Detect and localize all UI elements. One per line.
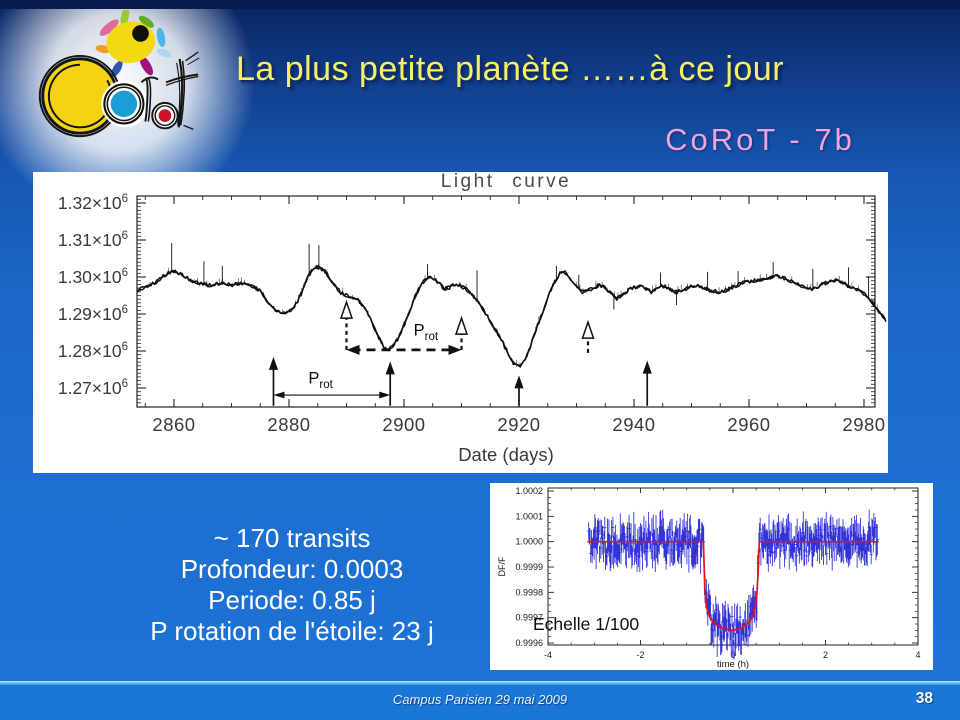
stats-line-period: Periode: 0.85 j <box>208 585 376 615</box>
slide-title: La plus petite planète ……à ce jour <box>235 50 785 88</box>
scale-note-label: Echelle 1/100 <box>533 614 640 634</box>
svg-text:-4: -4 <box>544 650 552 660</box>
svg-text:2860: 2860 <box>152 414 195 435</box>
svg-text:1.32×106: 1.32×106 <box>58 193 128 213</box>
transit-plot: -4-20241.00021.00011.00000.99990.99980.9… <box>490 483 933 670</box>
logo-corot-letters <box>38 51 200 138</box>
svg-text:0.9996: 0.9996 <box>515 638 543 648</box>
light-curve-chart: 2860 2880 2900 2920 2940 2960 2980 1.32×106 1.31… <box>33 172 888 473</box>
stats-block: ~ 170 transits Profondeur: 0.0003 Period… <box>38 523 546 647</box>
stats-line-depth: Profondeur: 0.0003 <box>180 554 404 584</box>
transit-chart: -4-20241.00021.00011.00000.99990.99980.9… <box>490 483 933 670</box>
svg-text:1.27×106: 1.27×106 <box>58 378 128 398</box>
top-bar <box>0 0 960 9</box>
svg-text:1.28×106: 1.28×106 <box>58 341 128 361</box>
svg-text:2880: 2880 <box>267 414 310 435</box>
footer-divider <box>0 681 960 685</box>
footer-caption: Campus Parisien 29 mai 2009 <box>392 692 568 707</box>
svg-text:1.0002: 1.0002 <box>515 486 543 496</box>
svg-text:0.9999: 0.9999 <box>515 562 543 572</box>
stats-line-transits: ~ 170 transits <box>213 523 371 553</box>
svg-text:2900: 2900 <box>382 414 425 435</box>
svg-text:1.0001: 1.0001 <box>515 511 543 521</box>
logo-sun-icon <box>95 10 172 77</box>
corot-logo <box>38 10 200 138</box>
svg-text:4: 4 <box>915 650 920 660</box>
svg-text:DF/F: DF/F <box>497 556 507 576</box>
stats-line-rotation: P rotation de l'étoile: 23 j <box>150 616 434 646</box>
svg-text:1.29×106: 1.29×106 <box>58 304 128 324</box>
svg-text:time (h): time (h) <box>717 659 749 670</box>
planet-name-label: CoRoT - 7b <box>665 122 855 157</box>
page-number: 38 <box>915 690 933 707</box>
svg-text:2: 2 <box>823 650 828 660</box>
svg-text:2920: 2920 <box>497 414 540 435</box>
svg-text:Light curve: Light curve <box>441 172 571 192</box>
svg-text:Date (days): Date (days) <box>458 444 554 465</box>
svg-text:0.9997: 0.9997 <box>515 613 543 623</box>
svg-text:0.9998: 0.9998 <box>515 587 543 597</box>
svg-text:1.0000: 1.0000 <box>515 537 543 547</box>
svg-text:2940: 2940 <box>612 414 655 435</box>
footer: Campus Parisien 29 mai 2009 38 <box>0 685 960 720</box>
svg-text:1.31×106: 1.31×106 <box>58 230 128 250</box>
svg-text:2960: 2960 <box>727 414 770 435</box>
svg-text:2980: 2980 <box>842 414 885 435</box>
svg-text:1.30×106: 1.30×106 <box>58 267 128 287</box>
svg-text:-2: -2 <box>636 650 644 660</box>
light-curve-plot: 2860 2880 2900 2920 2940 2960 2980 1.32×106 1.31… <box>33 172 888 473</box>
